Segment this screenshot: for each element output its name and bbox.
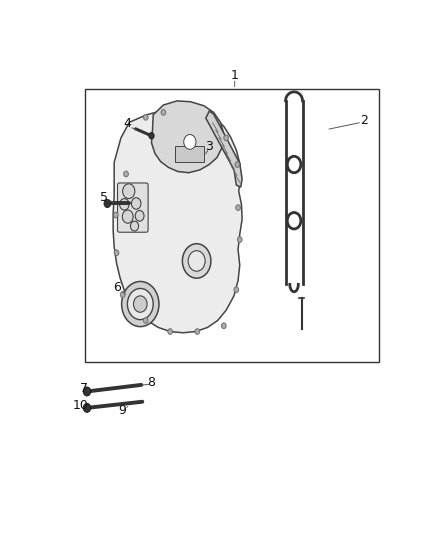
Text: 1: 1 bbox=[231, 69, 239, 82]
Text: 7: 7 bbox=[80, 382, 88, 394]
Bar bbox=[85, 90, 379, 361]
Circle shape bbox=[114, 250, 119, 256]
Circle shape bbox=[184, 134, 196, 149]
Text: 2: 2 bbox=[360, 114, 367, 127]
Circle shape bbox=[161, 109, 166, 115]
Circle shape bbox=[149, 133, 154, 139]
Circle shape bbox=[104, 199, 111, 207]
Text: 9: 9 bbox=[119, 404, 127, 417]
Text: 5: 5 bbox=[100, 191, 108, 204]
Circle shape bbox=[135, 211, 144, 221]
Text: 4: 4 bbox=[124, 117, 132, 130]
Circle shape bbox=[237, 237, 242, 243]
Polygon shape bbox=[113, 106, 242, 333]
Circle shape bbox=[134, 296, 147, 312]
Circle shape bbox=[127, 288, 153, 320]
Text: 10: 10 bbox=[72, 399, 88, 412]
Circle shape bbox=[83, 387, 91, 396]
FancyBboxPatch shape bbox=[117, 183, 148, 232]
Polygon shape bbox=[152, 101, 224, 173]
Text: 3: 3 bbox=[205, 140, 213, 152]
Text: 8: 8 bbox=[148, 376, 155, 389]
Circle shape bbox=[131, 221, 138, 231]
Circle shape bbox=[222, 323, 226, 329]
Circle shape bbox=[83, 403, 91, 413]
Circle shape bbox=[120, 199, 129, 210]
Polygon shape bbox=[206, 111, 242, 187]
Circle shape bbox=[188, 251, 205, 271]
Circle shape bbox=[235, 161, 240, 167]
Text: 6: 6 bbox=[113, 281, 121, 294]
Polygon shape bbox=[175, 146, 204, 161]
Circle shape bbox=[123, 184, 135, 199]
Circle shape bbox=[113, 212, 118, 218]
Circle shape bbox=[120, 292, 125, 297]
Circle shape bbox=[168, 329, 173, 334]
Circle shape bbox=[143, 115, 148, 120]
Circle shape bbox=[131, 198, 141, 209]
Circle shape bbox=[182, 244, 211, 278]
Circle shape bbox=[195, 329, 200, 334]
Circle shape bbox=[122, 281, 159, 327]
Circle shape bbox=[224, 135, 229, 141]
Circle shape bbox=[143, 318, 148, 324]
Circle shape bbox=[236, 205, 240, 211]
Circle shape bbox=[122, 210, 133, 223]
Circle shape bbox=[234, 287, 239, 293]
Circle shape bbox=[124, 171, 128, 177]
